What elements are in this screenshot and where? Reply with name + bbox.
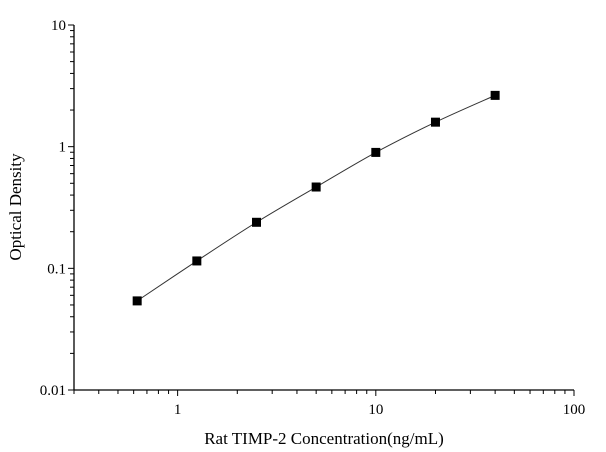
y-tick-label: 0.1 <box>47 261 66 277</box>
data-point <box>490 90 500 100</box>
data-point <box>430 117 440 127</box>
x-tick-label: 10 <box>368 402 383 418</box>
axes <box>73 25 574 391</box>
data-point <box>132 296 142 306</box>
series <box>132 90 500 306</box>
y-tick-label: 0.01 <box>40 383 66 399</box>
ticks: 0.01 0.1 1 10 1 10 100 <box>40 18 586 418</box>
y-tick-label: 1 <box>59 140 67 156</box>
y-tick-label: 10 <box>51 18 66 34</box>
data-point <box>251 217 261 227</box>
data-point <box>311 182 321 192</box>
x-axis-title: Rat TIMP-2 Concentration(ng/mL) <box>204 429 444 448</box>
fit-curve <box>136 94 496 302</box>
data-point <box>192 256 202 266</box>
x-tick-label: 100 <box>563 402 586 418</box>
data-point <box>371 147 381 157</box>
y-axis-title: Optical Density <box>6 153 25 261</box>
x-tick-label: 1 <box>174 402 182 418</box>
